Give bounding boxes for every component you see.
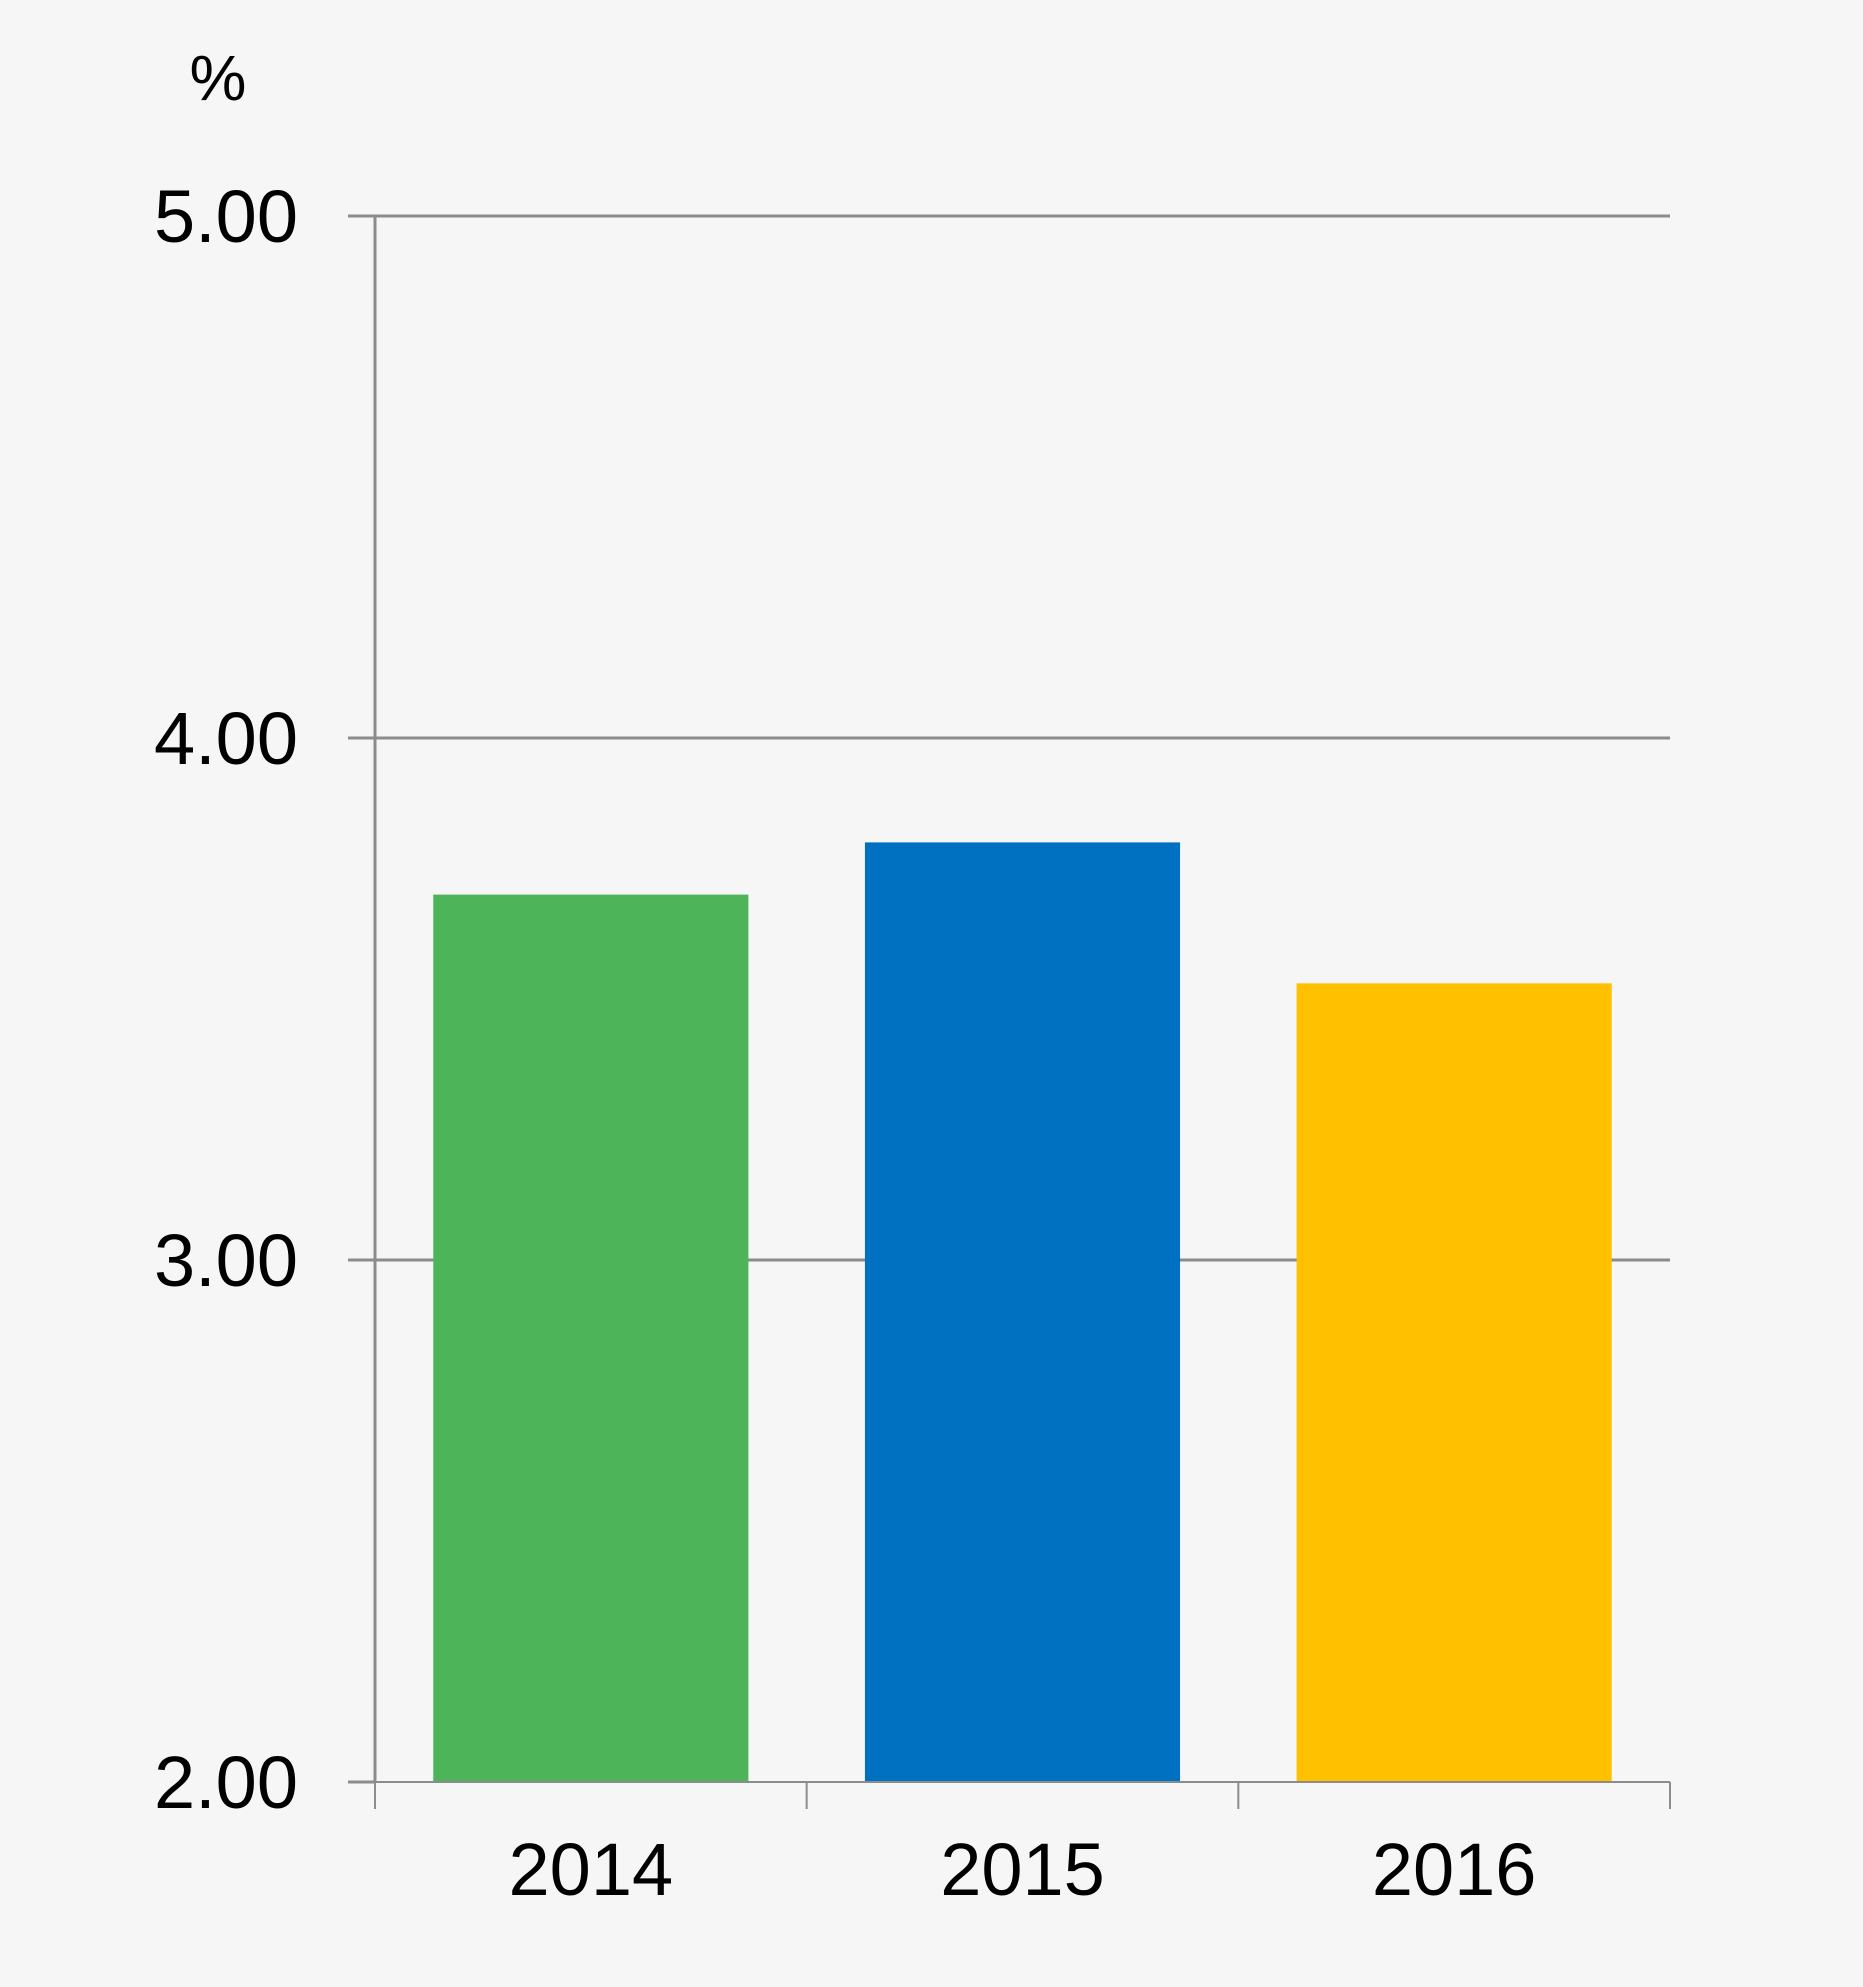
bar-2016 [1296,983,1612,1782]
y-tick-label: 5.00 [154,175,298,258]
bars [433,842,1612,1782]
x-tick-label: 2016 [1372,1828,1537,1911]
y-tick-label: 2.00 [154,1741,298,1824]
labels: 2.00 3.00 4.00 5.00 2014 2015 2016% [154,42,1537,1911]
y-axis-unit-label: % [190,42,247,114]
axes [348,214,1671,1809]
y-tick-label: 3.00 [154,1219,298,1302]
x-tick-label: 2015 [940,1828,1105,1911]
x-tick-label: 2014 [509,1828,674,1911]
y-tick-label: 4.00 [154,697,298,780]
bar-2014 [433,894,749,1782]
bar-2015 [864,842,1181,1782]
